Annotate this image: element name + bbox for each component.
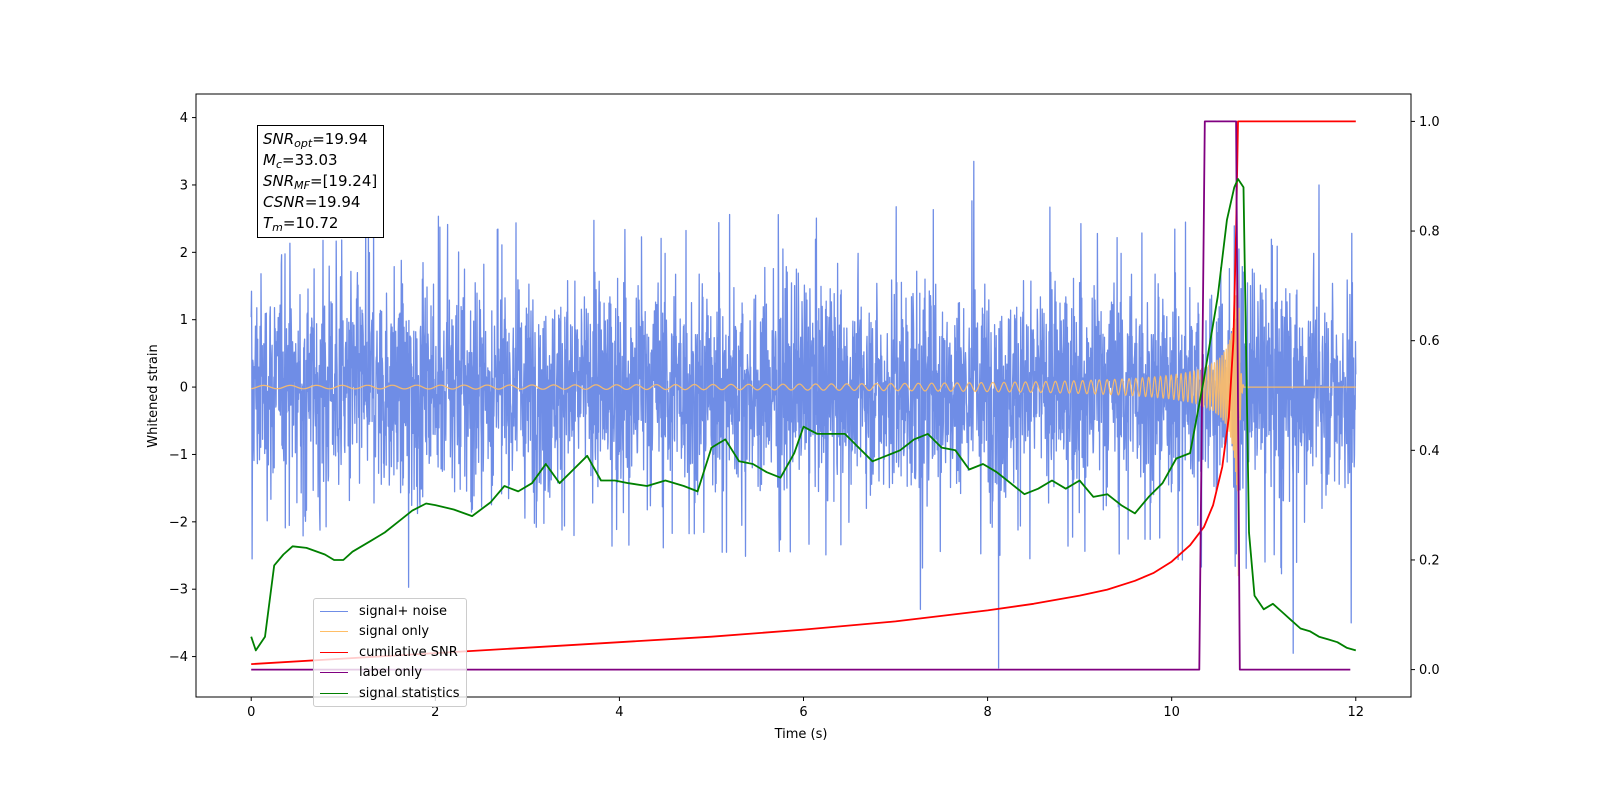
y-tick-label: 0: [180, 381, 188, 396]
y2-tick-label: 0.4: [1419, 444, 1440, 459]
y-tick-label: −3: [169, 583, 188, 598]
legend-item-signal-only: signal only: [320, 622, 460, 643]
legend-label: cumilative SNR: [359, 644, 458, 660]
x-tick-label: 2: [431, 705, 439, 720]
legend-swatch: [320, 672, 348, 674]
legend-label: signal statistics: [359, 685, 460, 701]
legend-item-signal-noise: signal+ noise: [320, 601, 460, 622]
y2-tick-label: 1.0: [1419, 115, 1440, 130]
series-signal-only: [251, 274, 1356, 577]
legend-item-signal-statistics: signal statistics: [320, 683, 460, 704]
y-tick-label: −1: [169, 448, 188, 463]
legend-label: label only: [359, 665, 423, 681]
y-axis-label: Whitened strain: [146, 344, 161, 447]
y2-tick-label: 0.2: [1419, 553, 1440, 568]
chirp-mass-annotation: Mc=33.03: [263, 151, 338, 171]
annotation-box: SNRopt=19.94 Mc=33.03 SNRMF=[19.24] CSNR…: [257, 125, 385, 238]
legend-swatch: [320, 692, 348, 694]
legend: signal+ noise signal only cumilative SNR…: [313, 598, 467, 707]
series-cumulative-snr: [251, 120, 1356, 665]
legend-label: signal+ noise: [359, 603, 448, 619]
y-tick-label: 4: [180, 111, 188, 126]
x-tick-label: 0: [247, 705, 255, 720]
y2-tick-label: 0.8: [1419, 225, 1440, 240]
x-tick-label: 6: [799, 705, 807, 720]
snr-opt-annotation: SNRopt=19.94: [263, 130, 368, 150]
y-tick-label: 1: [180, 313, 188, 328]
y2-tick-label: 0.0: [1419, 663, 1440, 678]
y-tick-label: −4: [169, 650, 188, 665]
series-signal-noise: [250, 160, 1357, 669]
legend-item-cumulative-snr: cumilative SNR: [320, 642, 460, 663]
x-tick-label: 4: [615, 705, 623, 720]
merger-time-annotation: Tm=10.72: [263, 214, 339, 234]
x-tick-label: 10: [1163, 705, 1180, 720]
csnr-annotation: CSNR=19.94: [263, 193, 361, 211]
x-tick-label: 12: [1347, 705, 1364, 720]
snr-mf-annotation: SNRMF=[19.24]: [263, 172, 378, 192]
y-tick-label: −2: [169, 515, 188, 530]
legend-swatch: [320, 631, 348, 633]
x-axis-label: Time (s): [774, 727, 828, 742]
x-tick-label: 8: [983, 705, 991, 720]
y-tick-label: 3: [180, 178, 188, 193]
legend-swatch: [320, 651, 348, 653]
plot-area: [250, 120, 1357, 671]
legend-label: signal only: [359, 624, 430, 640]
series-signal-statistics: [250, 178, 1357, 652]
series-label-only: [251, 120, 1351, 671]
y2-tick-label: 0.6: [1419, 334, 1440, 349]
legend-item-label-only: label only: [320, 663, 460, 684]
y-tick-label: 2: [180, 246, 188, 261]
legend-swatch: [320, 610, 348, 612]
